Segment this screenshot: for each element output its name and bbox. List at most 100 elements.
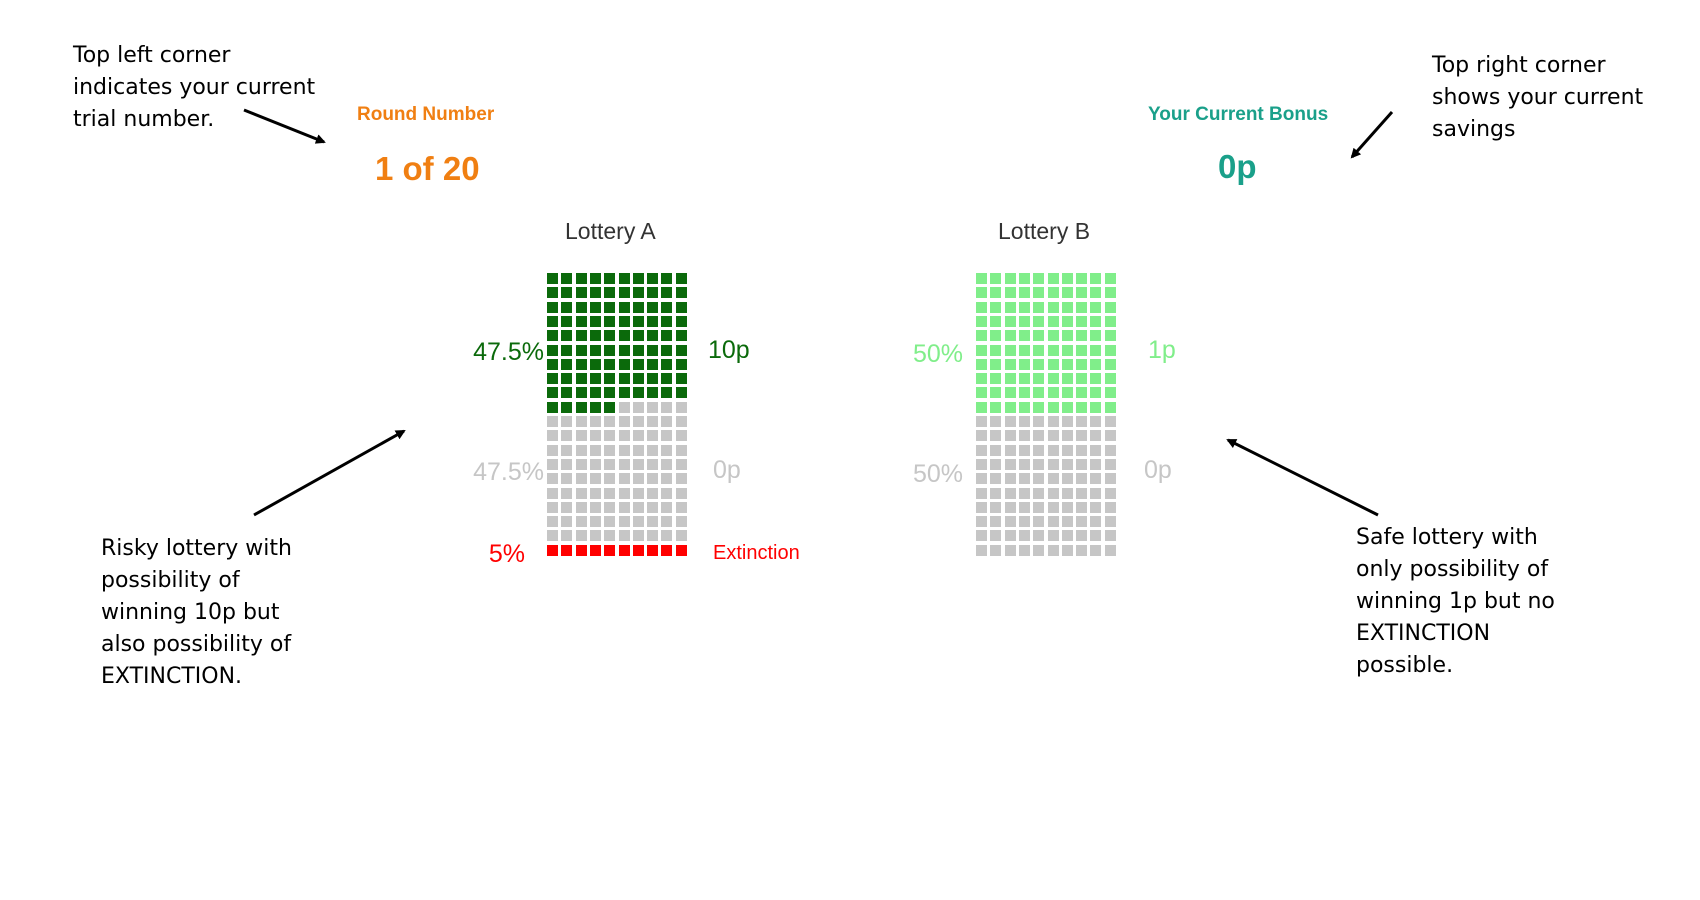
lottery-b-win-cell [990,315,1002,327]
lottery-a-zero-cell [618,430,630,442]
lottery-b-win-cell [1004,315,1016,327]
lottery-b-zero-cell [1004,416,1016,427]
lottery-a-zero-cell [647,444,659,456]
lottery-b-zero-cell [1104,444,1116,456]
lottery-a-zero-cell [647,473,659,485]
lottery-a-win-cell [575,287,587,299]
lottery-a-win-cell [589,315,601,327]
lottery-a-zero-cell [604,516,616,528]
lottery-a-zero-cell [589,487,601,499]
lottery-a-zero-cell [575,458,587,470]
lottery-a-zero-cell [632,530,644,542]
lottery-a-zero-cell [589,473,601,485]
lottery-a-win-cell [618,387,630,399]
lottery-b-win-cell [990,387,1002,399]
note-line: winning 10p but [101,600,280,625]
lottery-b-zero-cell [976,458,987,470]
lottery-b-zero-cell [990,530,1002,542]
note-line: Risky lottery with [101,536,292,561]
lottery-a-win-cell [604,373,616,385]
lottery-b-win-cell [1047,387,1059,399]
lottery-a-zero-cell [604,416,616,427]
lottery-b-win-cell [1018,301,1030,313]
lottery-b-win-cell [1090,358,1102,370]
note-line: shows your current [1432,85,1644,110]
lottery-b-win-cell [1061,301,1073,313]
lottery-a-win-cell [547,315,558,327]
lottery-a-win-cell [632,315,644,327]
lottery-a-win-cell [618,373,630,385]
lottery-b-zero-cell [1004,487,1016,499]
lottery-b-win-cell [976,330,987,342]
lottery-a-win-cell [647,387,659,399]
lottery-a-grid[interactable] [547,273,689,559]
lottery-a-zero-pct: 47.5% [473,458,544,486]
lottery-a-zero-cell [589,416,601,427]
lottery-b-zero-cell [1047,487,1059,499]
lottery-b-win-cell [1076,373,1088,385]
lottery-b-win-cell [1047,330,1059,342]
lottery-a-zero-cell [547,530,558,542]
lottery-a-extinction-cell [618,544,630,556]
lottery-a-win-cell [575,387,587,399]
lottery-b-zero-cell [990,458,1002,470]
lottery-a-zero-cell [561,430,573,442]
lottery-b-win-cell [976,315,987,327]
lottery-a-win-cell [547,358,558,370]
lottery-a-win-cell [675,387,687,399]
round-number-value: 1 of 20 [375,150,480,187]
lottery-b-zero-cell [1004,516,1016,528]
lottery-a-extinction-cell [575,544,587,556]
lottery-a-win-cell [618,273,630,284]
lottery-a-zero-cell [661,516,673,528]
lottery-a-zero-cell [561,516,573,528]
lottery-a-extinction-cell [547,544,558,556]
lottery-a-extinction-label: Extinction [713,542,800,564]
lottery-b-win-cell [1076,401,1088,413]
current-bonus-value: 0p [1218,148,1257,185]
lottery-a-zero-cell [589,430,601,442]
lottery-b-zero-cell [1061,473,1073,485]
lottery-a-zero-cell [575,501,587,513]
lottery-a-win-cell [561,373,573,385]
lottery-a-zero-cell [632,458,644,470]
lottery-a-zero-cell [632,516,644,528]
lottery-b-win-cell [1047,301,1059,313]
lottery-b-win-pct: 50% [912,340,963,368]
lottery-a-win-cell [604,387,616,399]
lottery-a-win-cell [589,358,601,370]
lottery-a-zero-cell [675,501,687,513]
lottery-a-extinction-pct: 5% [488,540,525,568]
lottery-b-win-cell [1047,358,1059,370]
lottery-b-win-cell [1061,373,1073,385]
lottery-a-zero-cell [604,530,616,542]
lottery-b-win-cell [1076,301,1088,313]
lottery-b-zero-cell [1047,516,1059,528]
lottery-a-zero-cell [675,401,687,413]
lottery-b-win-cell [1061,358,1073,370]
lottery-b-title: Lottery B [998,218,1091,244]
arrow-to-lottery-a [253,429,406,517]
lottery-a-win-cell [618,330,630,342]
lottery-b-win-cell [1104,273,1116,284]
lottery-a-zero-cell [661,501,673,513]
lottery-a-zero-cell [561,487,573,499]
lottery-b-grid[interactable] [976,273,1118,559]
lottery-a-win-cell [561,273,573,284]
lottery-b-zero-cell [1004,530,1016,542]
lottery-a-zero-cell [618,401,630,413]
lottery-b-win-cell [1047,287,1059,299]
lottery-a-win-cell [589,344,601,356]
lottery-a-win-cell [589,287,601,299]
lottery-b-win-cell [976,287,987,299]
lottery-b-zero-cell [976,516,987,528]
lottery-a-zero-cell [632,473,644,485]
note-line: indicates your current [73,75,316,100]
lottery-b-zero-cell [1090,430,1102,442]
lottery-b-zero-cell [990,473,1002,485]
lottery-b-zero-cell [1061,444,1073,456]
lottery-a-win-cell [632,387,644,399]
lottery-b-win-cell [1047,373,1059,385]
lottery-b-zero-cell [1090,501,1102,513]
lottery-a-win-cell [575,344,587,356]
